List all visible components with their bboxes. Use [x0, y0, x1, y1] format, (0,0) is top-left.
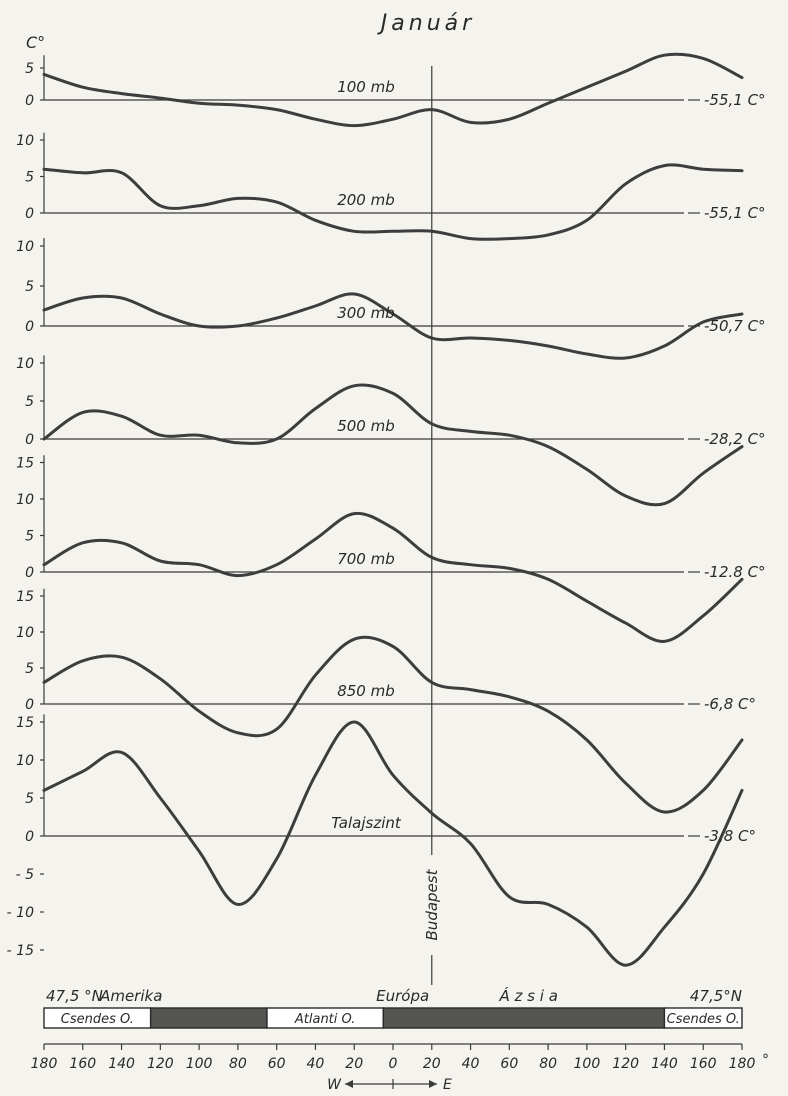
x-tick-label: 180 — [31, 1056, 58, 1072]
series-line — [42, 635, 744, 814]
x-tick-label: 120 — [612, 1056, 639, 1072]
y-tick-label: 15 — [16, 715, 34, 731]
series-line — [42, 383, 744, 507]
land-segment — [382, 1007, 666, 1029]
x-tick-label: 100 — [574, 1056, 601, 1072]
y-tick-label: 15 — [16, 456, 34, 472]
panel-6: - 15 - 10 - 5 0 5 10 15 Talajszint -3,8 C° — [7, 714, 756, 967]
y-tick-label: 0 — [25, 319, 34, 335]
x-tick-label: 180 — [729, 1056, 756, 1072]
series-line — [42, 163, 744, 241]
pressure-level-label: 100 mb — [337, 78, 395, 96]
panel-2: 0 5 10 300 mb -50,7 C° — [16, 238, 766, 360]
pressure-level-label: Talajszint — [331, 814, 402, 832]
panels-group: 0 5 100 mb -55,1 C° 0 5 10 200 mb -55,1 C° 0 5 10 30… — [7, 52, 766, 985]
pressure-level-label: 700 mb — [337, 550, 395, 568]
y-tick-label: - 5 — [16, 867, 35, 883]
x-tick-label: 40 — [462, 1056, 480, 1072]
pressure-level-label: 850 mb — [337, 682, 395, 700]
series-line — [42, 52, 744, 128]
x-tick-label: 40 — [307, 1056, 325, 1072]
panel-5: 0 5 10 15 850 mb -6,8 C° — [16, 588, 756, 814]
reference-temperature: -55,1 C° — [704, 91, 766, 109]
series-line — [42, 720, 744, 967]
y-tick-label: 0 — [25, 432, 34, 448]
reference-temperature: -28,2 C° — [704, 430, 766, 448]
pressure-level-label: 200 mb — [337, 191, 395, 209]
panel-4: 0 5 10 15 700 mb -12.8 C° — [16, 455, 766, 643]
y-tick-label: 15 — [16, 589, 34, 605]
x-axis: 180 160 140 120 100 80 60 40 20 0 20 40 60 80 100 120 14… — [31, 1043, 769, 1093]
latitude-right: 47,5°N — [690, 987, 742, 1005]
x-tick-label: 140 — [651, 1056, 678, 1072]
pressure-level-label: 500 mb — [337, 417, 395, 435]
panel-0: 0 5 100 mb -55,1 C° — [25, 52, 766, 128]
y-tick-label: - 15 — [7, 943, 34, 959]
y-tick-label: 5 — [25, 791, 34, 807]
y-tick-label: - 10 — [7, 905, 34, 921]
region-label: Európa — [376, 987, 429, 1005]
x-tick-label: 60 — [500, 1056, 518, 1072]
ocean-label: Csendes O. — [667, 1012, 740, 1027]
y-tick-label: 10 — [16, 625, 34, 641]
y-tick-label: 5 — [25, 529, 34, 545]
y-tick-label: 0 — [25, 697, 34, 713]
x-tick-label: 80 — [229, 1056, 247, 1072]
east-label: E — [443, 1077, 452, 1093]
x-tick-label: 20 — [423, 1056, 441, 1072]
x-tick-label: 100 — [186, 1056, 213, 1072]
land-segment — [149, 1007, 268, 1029]
y-tick-label: 0 — [25, 206, 34, 222]
west-arrow-icon — [345, 1080, 353, 1088]
y-tick-label: 10 — [16, 239, 34, 255]
region-labels: 47,5 °N 47,5°N Amerika Európa Á z s i a — [46, 986, 742, 1005]
y-tick-label: 0 — [25, 829, 34, 845]
x-tick-label: 20 — [345, 1056, 363, 1072]
panel-1: 0 5 10 200 mb -55,1 C° — [16, 132, 766, 241]
x-tick-label: 140 — [108, 1056, 135, 1072]
y-tick-label: 0 — [25, 565, 34, 581]
series-line — [42, 511, 744, 643]
y-tick-label: 10 — [16, 133, 34, 149]
series-line — [42, 292, 744, 360]
ocean-land-bar: Csendes O. Atlanti O. Csendes O. — [43, 1007, 743, 1029]
pressure-level-label: 300 mb — [337, 304, 395, 322]
y-unit-label: C° — [26, 33, 45, 52]
y-tick-label: 10 — [16, 492, 34, 508]
x-tick-label: 160 — [69, 1056, 96, 1072]
reference-temperature: -50,7 C° — [704, 317, 766, 335]
x-tick-label: 0 — [389, 1056, 398, 1072]
region-label: Á z s i a — [499, 986, 558, 1005]
y-tick-label: 10 — [16, 753, 34, 769]
y-tick-label: 5 — [25, 394, 34, 410]
chart-title: Január — [377, 11, 475, 36]
reference-temperature: -3,8 C° — [704, 827, 756, 845]
x-unit-label: ° — [762, 1052, 769, 1068]
y-tick-label: 5 — [25, 661, 34, 677]
x-tick-label: 120 — [147, 1056, 174, 1072]
y-tick-label: 10 — [16, 356, 34, 372]
reference-temperature: -12.8 C° — [704, 563, 766, 581]
x-tick-label: 160 — [690, 1056, 717, 1072]
ocean-segment — [663, 1007, 743, 1029]
ocean-label: Csendes O. — [61, 1012, 134, 1027]
panel-3: 0 5 10 500 mb -28,2 C° — [16, 355, 766, 507]
west-label: W — [327, 1077, 342, 1093]
east-arrow-icon — [429, 1080, 437, 1088]
budapest-label: Budapest — [423, 868, 441, 940]
reference-temperature: -55,1 C° — [704, 204, 766, 222]
region-label: Amerika — [99, 987, 162, 1005]
x-tick-label: 80 — [539, 1056, 557, 1072]
reference-temperature: -6,8 C° — [704, 695, 756, 713]
x-tick-label: 60 — [268, 1056, 286, 1072]
y-tick-label: 5 — [25, 279, 34, 295]
ocean-label: Atlanti O. — [294, 1012, 356, 1027]
latitude-left: 47,5 °N — [46, 987, 103, 1005]
y-tick-label: 0 — [25, 93, 34, 109]
y-tick-label: 5 — [25, 61, 34, 77]
y-tick-label: 5 — [25, 170, 34, 186]
